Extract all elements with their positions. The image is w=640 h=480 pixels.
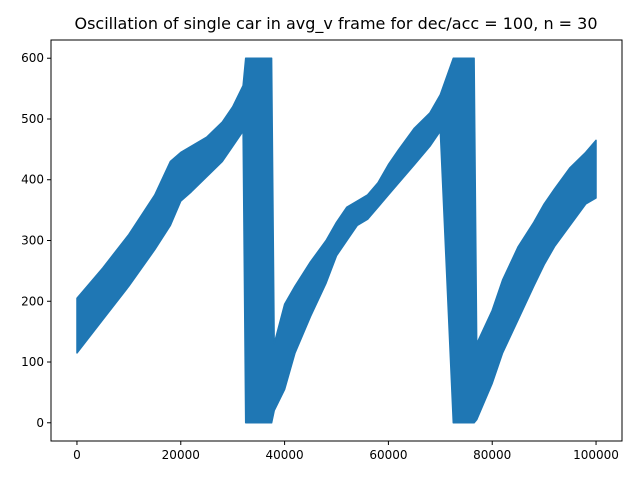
x-tick-label: 100000: [573, 448, 619, 462]
y-tick-label: 0: [36, 416, 44, 430]
x-tick-label: 80000: [473, 448, 511, 462]
axes-frame: [50, 39, 623, 442]
y-tick-label: 200: [21, 294, 44, 308]
x-tick-label: 20000: [162, 448, 200, 462]
y-tick-label: 300: [21, 234, 44, 248]
y-tick-label: 100: [21, 355, 44, 369]
y-tick-label: 600: [21, 51, 44, 65]
y-tick-label: 500: [21, 112, 44, 126]
chart-title: Oscillation of single car in avg_v frame…: [74, 14, 597, 34]
y-tick-label: 400: [21, 173, 44, 187]
y-axis-ticks: 0 100 200 300 400 500 600: [21, 51, 51, 430]
series-band-0: [76, 57, 597, 424]
x-tick-label: 40000: [265, 448, 303, 462]
x-tick-label: 0: [73, 448, 81, 462]
x-axis-ticks: 0 20000 40000 60000 80000 100000: [73, 441, 619, 462]
plot-area: [76, 57, 597, 424]
x-tick-label: 60000: [369, 448, 407, 462]
